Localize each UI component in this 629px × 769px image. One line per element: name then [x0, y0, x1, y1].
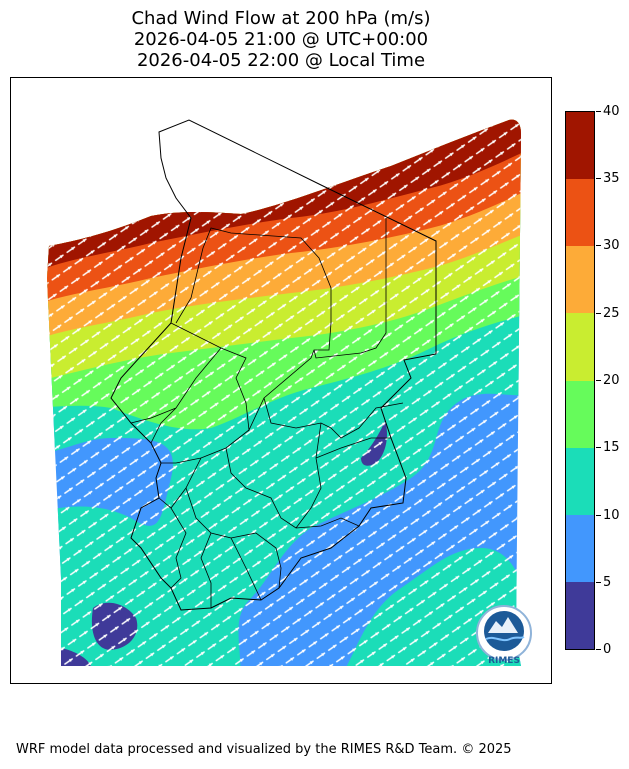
colorbar-15-20	[566, 380, 594, 448]
map-panel	[10, 77, 552, 684]
colorbar-label-40: 40	[603, 104, 620, 119]
colorbar-label-35: 35	[603, 171, 620, 186]
rimes-logo: RIMES	[476, 605, 532, 666]
chad-outline	[110, 119, 437, 611]
colorbar-label-25: 25	[603, 306, 620, 321]
colorbar-tick	[596, 178, 601, 179]
colorbar-label-10: 10	[603, 508, 620, 523]
colorbar-label-20: 20	[603, 373, 620, 388]
colorbar-tick	[596, 111, 601, 112]
colorbar-30-35	[566, 179, 594, 247]
colorbar-label-5: 5	[603, 575, 612, 590]
wind-arrows	[47, 119, 521, 666]
logo-text: RIMES	[488, 656, 520, 666]
title-line-1: Chad Wind Flow at 200 hPa (m/s)	[131, 8, 431, 29]
colorbar-tick	[596, 313, 601, 314]
colorbar-label-30: 30	[603, 238, 620, 253]
colorbar-20-25	[566, 313, 594, 381]
region-boundaries	[130, 218, 404, 608]
colorbar-35-40	[566, 112, 594, 180]
footer-credit: WRF model data processed and visualized …	[16, 742, 512, 757]
colorbar-label-0: 0	[603, 642, 612, 657]
colorbar-0-5	[566, 581, 594, 649]
band-0-5-west-edge	[49, 558, 58, 608]
colorbar-tick	[596, 380, 601, 381]
colorbar-tick	[596, 447, 601, 448]
figure-title: Chad Wind Flow at 200 hPa (m/s) 2026-04-…	[0, 8, 562, 71]
colorbar-tick	[596, 515, 601, 516]
colorbar-tick	[596, 649, 601, 650]
colorbar-tick	[596, 245, 601, 246]
title-line-3: 2026-04-05 22:00 @ Local Time	[136, 50, 426, 71]
colorbar-5-10	[566, 514, 594, 582]
colorbar-10-15	[566, 447, 594, 515]
wind-map	[47, 119, 521, 666]
chad-borders	[110, 119, 437, 611]
colorbar-25-30	[566, 246, 594, 314]
colorbar-tick	[596, 582, 601, 583]
colorbar	[565, 111, 595, 650]
colorbar-label-15: 15	[603, 440, 620, 455]
title-line-2: 2026-04-05 21:00 @ UTC+00:00	[133, 29, 429, 50]
wind-speed-field	[47, 119, 521, 666]
